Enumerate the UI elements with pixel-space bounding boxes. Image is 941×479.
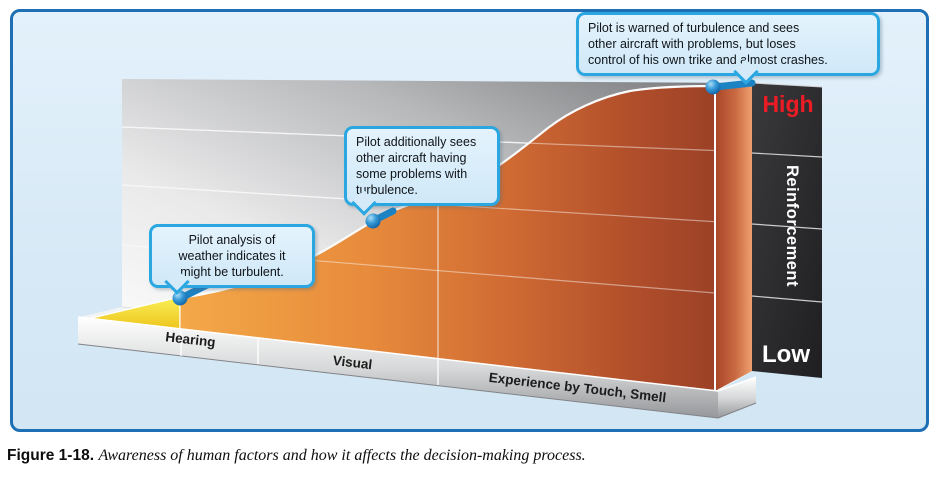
awareness-area-side-face (715, 83, 752, 391)
callout-line: Pilot additionally sees (356, 135, 477, 149)
callout-sees-other-aircraft: Pilot additionally sees other aircraft h… (344, 126, 500, 206)
scale-bar-top-edge (751, 82, 823, 88)
marker-dot-3 (705, 79, 721, 95)
figure-caption-label: Figure 1-18. (7, 447, 94, 464)
callout-line: Pilot analysis of (188, 233, 276, 247)
callout-line: might be turbulent. (180, 265, 284, 279)
callout-line: other aircraft having (356, 151, 467, 165)
callout-weather-analysis: Pilot analysis of weather indicates it m… (149, 224, 315, 288)
scale-label-high: High (762, 91, 813, 117)
axis-ribbon-notches (180, 330, 439, 385)
axis-section-hearing: Hearing (165, 329, 217, 350)
awareness-area (180, 86, 715, 391)
callout-line: Pilot is warned of turbulence and sees (588, 21, 800, 35)
scale-label-low: Low (762, 341, 810, 368)
scale-bar-separators (751, 152, 823, 303)
figure-caption-text: Awareness of human factors and how it af… (98, 447, 586, 464)
marker-dot-2 (365, 213, 381, 229)
callout-line: control of his own trike and almost cras… (588, 53, 828, 67)
axis-section-visual: Visual (332, 353, 373, 372)
axis-ribbon-wrap (718, 377, 756, 418)
callout-line: other aircraft with problems, but loses (588, 37, 796, 51)
reinforcement-scale-bar (752, 83, 822, 378)
callout-warned-loses-control: Pilot is warned of turbulence and sees o… (576, 12, 880, 76)
callout-line: weather indicates it (178, 249, 286, 263)
figure-caption: Figure 1-18. Awareness of human factors … (7, 447, 586, 465)
callout-line: turbulence. (356, 183, 418, 197)
axis-ribbon-edges (77, 316, 757, 419)
callout-line: some problems with (356, 167, 468, 181)
axis-ribbon (78, 317, 718, 418)
scale-label-reinforcement: Reinforcement (783, 165, 801, 287)
